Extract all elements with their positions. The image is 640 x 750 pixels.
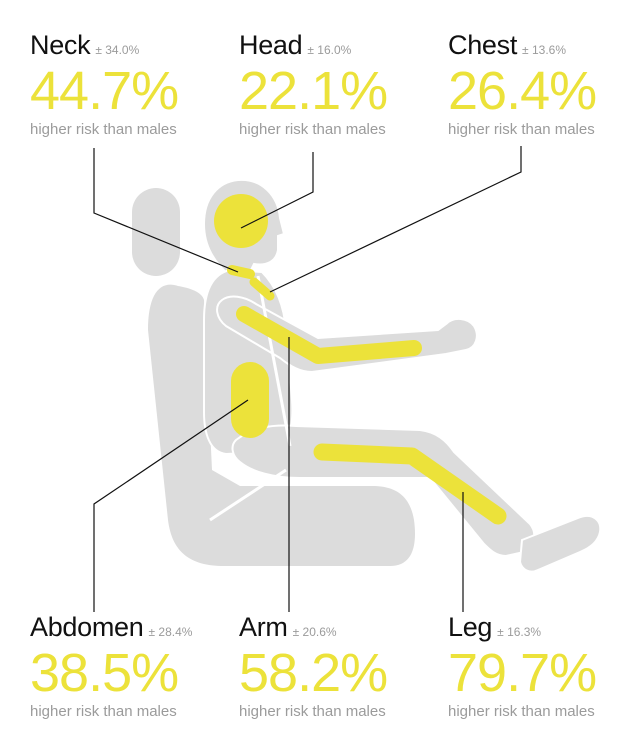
stat-neck: Neck ± 34.0% 44.7% higher risk than males <box>30 30 230 138</box>
stat-leg-percent: 79.7% <box>448 643 597 703</box>
highlight-regions <box>214 194 507 525</box>
silhouette-foot <box>518 514 602 573</box>
stat-abdomen-name: Abdomen <box>30 612 144 642</box>
stat-chest-caption: higher risk than males <box>448 121 595 138</box>
leader-lines <box>93 146 522 612</box>
occupant-silhouette <box>202 178 602 573</box>
stat-arm-name: Arm <box>239 612 288 642</box>
stat-arm: Arm ± 20.6% 58.2% higher risk than males <box>239 612 439 720</box>
seatbelt <box>209 275 292 522</box>
abdomen-highlight <box>231 362 269 438</box>
arm-highlight <box>236 306 422 364</box>
abdomen-leader-line <box>93 399 249 612</box>
stat-arm-caption: higher risk than males <box>239 703 386 720</box>
head-highlight <box>214 194 268 248</box>
stat-head-caption: higher risk than males <box>239 121 386 138</box>
stat-chest-percent: 26.4% <box>448 61 597 121</box>
chest-highlight <box>249 277 275 301</box>
stat-head-percent: 22.1% <box>239 61 388 121</box>
chest-leader-line <box>269 146 522 293</box>
stat-abdomen-caption: higher risk than males <box>30 703 177 720</box>
stat-abdomen-margin: ± 28.4% <box>148 625 193 639</box>
stat-neck-name: Neck <box>30 30 91 60</box>
stat-leg: Leg ± 16.3% 79.7% higher risk than males <box>448 612 640 720</box>
stat-head-margin: ± 16.0% <box>307 43 352 57</box>
stat-leg-margin: ± 16.3% <box>497 625 542 639</box>
stat-abdomen: Abdomen ± 28.4% 38.5% higher risk than ma… <box>30 612 230 720</box>
stat-chest-margin: ± 13.6% <box>522 43 566 57</box>
stat-abdomen-percent: 38.5% <box>30 643 179 703</box>
stat-neck-caption: higher risk than males <box>30 121 177 138</box>
car-seat <box>132 188 415 566</box>
stat-arm-margin: ± 20.6% <box>292 625 337 639</box>
stat-chest: Chest ± 13.6% 26.4% higher risk than male… <box>448 30 640 138</box>
neck-leader-line <box>93 148 239 273</box>
stat-head: Head ± 16.0% 22.1% higher risk than males <box>239 30 439 138</box>
stat-arm-percent: 58.2% <box>239 643 388 703</box>
stat-leg-name: Leg <box>448 612 493 642</box>
stat-chest-name: Chest <box>448 30 518 60</box>
stat-neck-margin: ± 34.0% <box>95 43 140 57</box>
stat-leg-caption: higher risk than males <box>448 703 595 720</box>
seat-headrest <box>132 188 180 276</box>
seat-back <box>148 284 415 566</box>
stat-neck-percent: 44.7% <box>30 61 179 121</box>
stat-head-name: Head <box>239 30 303 60</box>
head-leader-line <box>240 152 314 229</box>
silhouette-leg <box>231 424 536 558</box>
leg-highlight <box>313 443 507 525</box>
